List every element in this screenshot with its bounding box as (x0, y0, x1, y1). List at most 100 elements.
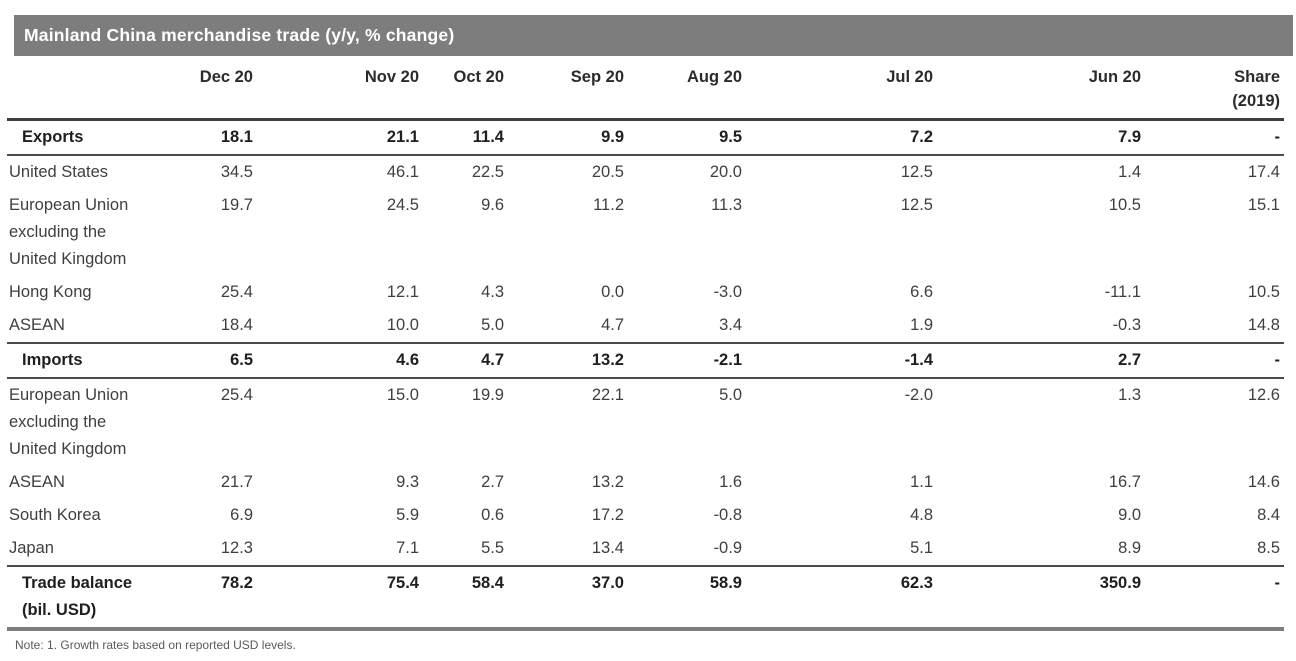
table-cell: 11.4 (472, 128, 504, 146)
table-footer: Note: 1. Growth rates based on reported … (15, 633, 1288, 661)
table-cell: 18.4 (220, 316, 253, 334)
column-header: Oct 20 (423, 56, 508, 121)
table-cell: 75.4 (386, 574, 419, 592)
table-cell: -2.0 (904, 386, 933, 404)
table-cell: 10.5 (1247, 283, 1280, 301)
table-cell: 14.8 (1247, 316, 1280, 334)
column-header: Aug 20 (628, 56, 746, 121)
row-label: Exports (22, 128, 84, 146)
table-cell: 10.5 (1108, 196, 1141, 214)
table-cell: 8.4 (1257, 506, 1280, 524)
table-cell: -0.3 (1112, 316, 1141, 334)
table-cell: 4.7 (601, 316, 624, 334)
table-cell: 5.9 (396, 506, 419, 524)
row-label: Trade balance (bil. USD) (22, 574, 133, 619)
table-cell: 25.4 (220, 283, 253, 301)
table-cell: 4.3 (481, 283, 504, 301)
table-cell: -0.9 (713, 539, 742, 557)
table-cell: 4.7 (481, 351, 504, 369)
row-label: European Union excluding the United King… (9, 196, 129, 268)
table-title-bar: Mainland China merchandise trade (y/y, %… (14, 15, 1293, 56)
table-cell: 62.3 (900, 574, 933, 592)
table-cell: 9.3 (396, 473, 419, 491)
table-cell: 1.6 (719, 473, 742, 491)
trade-table: Dec 20 Nov 20 Oct 20 Sep 20 Aug 20 Jul 20 Jun … (7, 56, 1284, 631)
table-cell: 37.0 (591, 574, 624, 592)
table-row: South Korea 6.9 5.9 0.6 17.2 -0.8 4.8 9.0 8.4 (7, 499, 1284, 532)
table-row: ASEAN 18.4 10.0 5.0 4.7 3.4 1.9 -0.3 14.8 (7, 309, 1284, 343)
table-title: Mainland China merchandise trade (y/y, %… (24, 25, 455, 45)
table-cell: 6.5 (230, 351, 253, 369)
row-label: ASEAN (9, 473, 65, 491)
table-cell: 21.1 (386, 128, 419, 146)
table-row: Japan 12.3 7.1 5.5 13.4 -0.9 5.1 8.9 8.5 (7, 532, 1284, 566)
table-cell: 1.4 (1118, 163, 1141, 181)
table-cell: 5.1 (910, 539, 933, 557)
table-row: United States 34.5 46.1 22.5 20.5 20.0 12.5 1.4… (7, 155, 1284, 189)
table-cell: 25.4 (220, 386, 253, 404)
table-cell: -11.1 (1104, 283, 1141, 301)
table-cell: 9.5 (719, 128, 742, 146)
table-cell: 46.1 (386, 163, 419, 181)
table-cell: 58.4 (471, 574, 504, 592)
table-cell: 24.5 (386, 196, 419, 214)
table-cell: 12.5 (900, 196, 933, 214)
table-cell: 4.8 (910, 506, 933, 524)
table-cell: 13.2 (591, 351, 624, 369)
table-cell: 1.3 (1118, 386, 1141, 404)
table-cell: 6.6 (910, 283, 933, 301)
table-cell: 21.7 (220, 473, 253, 491)
table-cell: - (1274, 128, 1281, 146)
table-cell: 13.2 (591, 473, 624, 491)
table-cell: 16.7 (1108, 473, 1141, 491)
table-cell: -1.4 (904, 351, 933, 369)
table-cell: 5.0 (481, 316, 504, 334)
row-label-header (7, 56, 157, 121)
column-header: Dec 20 (157, 56, 257, 121)
table-cell: 9.0 (1118, 506, 1141, 524)
table-cell: 350.9 (1099, 574, 1141, 592)
table-cell: -2.1 (713, 351, 742, 369)
table-cell: 2.7 (481, 473, 504, 491)
column-header: Jun 20 (937, 56, 1145, 121)
table-cell: 12.3 (220, 539, 253, 557)
table-cell: 7.2 (910, 128, 933, 146)
table-cell: - (1274, 574, 1281, 592)
source-text: Source: China General Administration of … (15, 659, 280, 661)
row-label: Imports (22, 351, 83, 369)
table-cell: 22.1 (591, 386, 624, 404)
row-label: South Korea (9, 506, 101, 524)
table-cell: 20.5 (591, 163, 624, 181)
table-cell: 0.0 (601, 283, 624, 301)
row-label: Hong Kong (9, 283, 92, 301)
table-row: Imports 6.5 4.6 4.7 13.2 -2.1 -1.4 2.7 - (7, 343, 1284, 378)
row-label: United States (9, 163, 109, 181)
table-cell: 10.0 (386, 316, 419, 334)
table-cell: 7.1 (396, 539, 419, 557)
table-cell: 17.4 (1247, 163, 1280, 181)
table-cell: 34.5 (220, 163, 253, 181)
column-header: Jul 20 (746, 56, 937, 121)
table-cell: 1.9 (910, 316, 933, 334)
table-row: Trade balance (bil. USD) 78.2 75.4 58.4 37.0… (7, 566, 1284, 629)
table-row: European Union excluding the United King… (7, 378, 1284, 466)
table-cell: 19.9 (471, 386, 504, 404)
table-cell: 8.5 (1257, 539, 1280, 557)
table-cell: 9.6 (481, 196, 504, 214)
table-cell: 18.1 (220, 128, 253, 146)
table-cell: 2.7 (1118, 351, 1141, 369)
copyright-text: © 2021 IHS Markit (1186, 659, 1284, 661)
table-cell: 9.9 (601, 128, 624, 146)
table-cell: 78.2 (220, 574, 253, 592)
table-cell: 5.0 (719, 386, 742, 404)
column-header: Sep 20 (508, 56, 628, 121)
table-cell: 12.6 (1247, 386, 1280, 404)
table-row: European Union excluding the United King… (7, 189, 1284, 276)
footnote: Note: 1. Growth rates based on reported … (15, 638, 296, 652)
table-cell: 12.5 (900, 163, 933, 181)
table-row: Hong Kong 25.4 12.1 4.3 0.0 -3.0 6.6 -11.1 10.5 (7, 276, 1284, 309)
table-cell: 13.4 (591, 539, 624, 557)
column-header: Nov 20 (257, 56, 423, 121)
table-cell: 0.6 (481, 506, 504, 524)
